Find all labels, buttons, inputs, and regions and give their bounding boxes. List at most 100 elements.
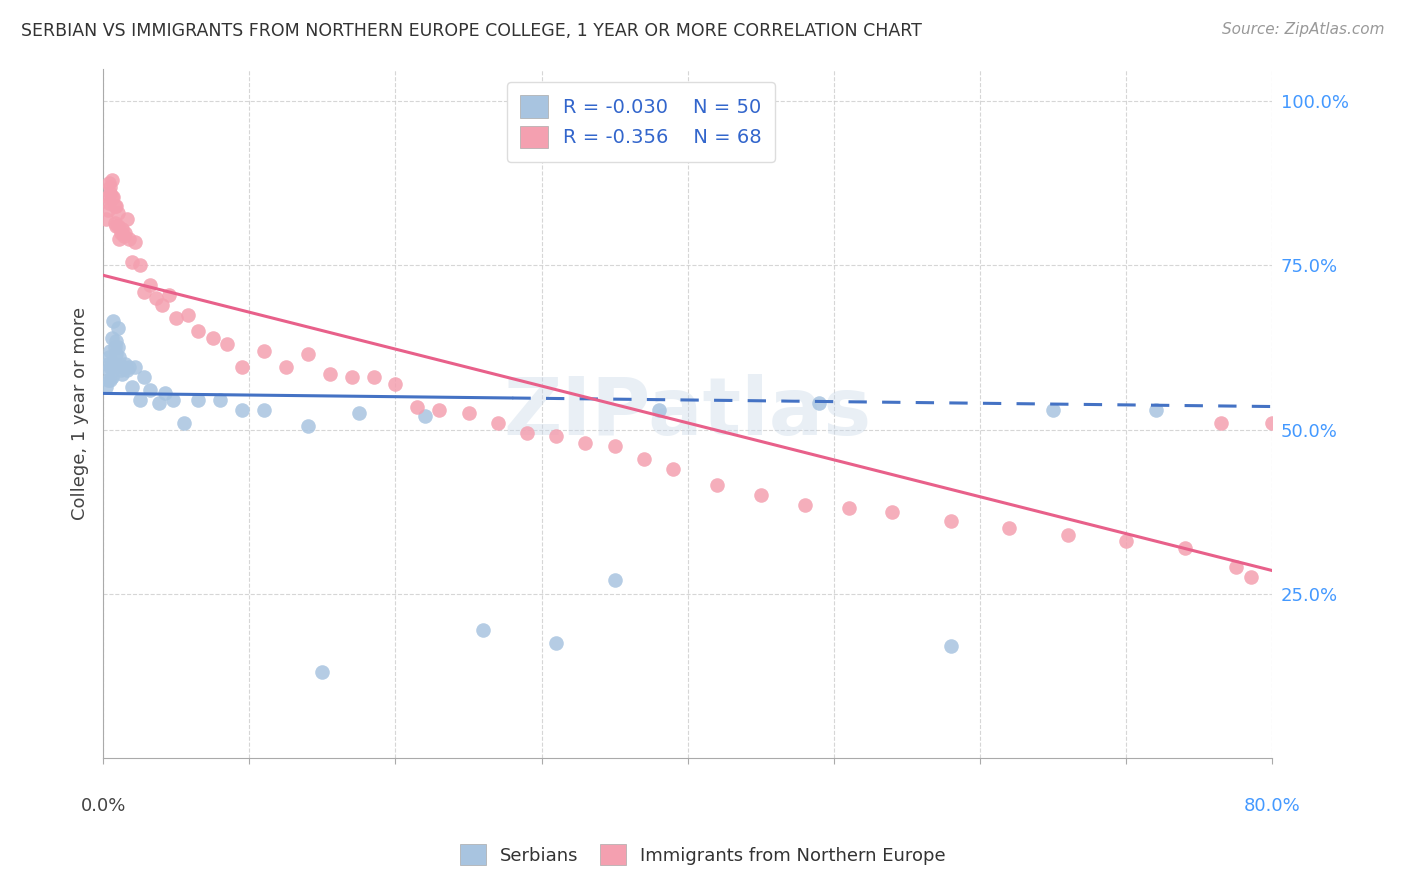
- Point: [108, 232, 131, 246]
- Point: [516, 425, 538, 440]
- Point: [105, 219, 128, 233]
- Y-axis label: College, 1 year or more: College, 1 year or more: [72, 307, 89, 520]
- Point: [104, 199, 127, 213]
- Point: [100, 179, 122, 194]
- Point: [603, 574, 626, 588]
- Point: [546, 429, 568, 443]
- Point: [94, 212, 117, 227]
- Point: [107, 219, 129, 233]
- Point: [808, 396, 831, 410]
- Point: [311, 665, 333, 680]
- Point: [132, 370, 155, 384]
- Point: [101, 189, 124, 203]
- Point: [145, 291, 167, 305]
- Point: [110, 226, 132, 240]
- Point: [662, 462, 685, 476]
- Point: [103, 314, 125, 328]
- Point: [132, 285, 155, 299]
- Point: [101, 173, 124, 187]
- Point: [128, 259, 150, 273]
- Point: [177, 308, 200, 322]
- Point: [793, 498, 815, 512]
- Point: [1056, 527, 1078, 541]
- Point: [100, 360, 122, 375]
- Point: [114, 226, 136, 240]
- Point: [633, 452, 655, 467]
- Point: [486, 416, 509, 430]
- Point: [118, 360, 141, 375]
- Point: [121, 255, 143, 269]
- Point: [187, 324, 209, 338]
- Text: 0.0%: 0.0%: [80, 797, 125, 814]
- Point: [139, 383, 162, 397]
- Point: [165, 310, 187, 325]
- Point: [603, 439, 626, 453]
- Text: Source: ZipAtlas.com: Source: ZipAtlas.com: [1222, 22, 1385, 37]
- Point: [1042, 402, 1064, 417]
- Point: [148, 396, 170, 410]
- Point: [427, 402, 450, 417]
- Legend: Serbians, Immigrants from Northern Europe: Serbians, Immigrants from Northern Europ…: [451, 835, 955, 874]
- Point: [201, 330, 224, 344]
- Point: [111, 222, 134, 236]
- Point: [406, 400, 429, 414]
- Point: [413, 409, 436, 424]
- Point: [101, 370, 124, 384]
- Point: [1115, 534, 1137, 549]
- Point: [105, 347, 128, 361]
- Point: [107, 206, 129, 220]
- Point: [297, 347, 319, 361]
- Point: [104, 357, 127, 371]
- Point: [100, 373, 122, 387]
- Legend: R = -0.030    N = 50, R = -0.356    N = 68: R = -0.030 N = 50, R = -0.356 N = 68: [506, 82, 775, 161]
- Point: [1144, 402, 1167, 417]
- Point: [104, 341, 127, 355]
- Point: [1261, 416, 1284, 430]
- Point: [347, 406, 370, 420]
- Point: [706, 478, 728, 492]
- Point: [574, 435, 596, 450]
- Point: [297, 419, 319, 434]
- Point: [111, 367, 134, 381]
- Point: [118, 232, 141, 246]
- Point: [96, 357, 118, 371]
- Point: [121, 380, 143, 394]
- Point: [274, 360, 297, 375]
- Point: [107, 341, 129, 355]
- Point: [98, 196, 121, 211]
- Point: [231, 402, 253, 417]
- Point: [647, 402, 669, 417]
- Point: [150, 298, 173, 312]
- Point: [103, 189, 125, 203]
- Point: [94, 380, 117, 394]
- Point: [162, 392, 184, 407]
- Point: [96, 373, 118, 387]
- Point: [939, 639, 962, 653]
- Text: SERBIAN VS IMMIGRANTS FROM NORTHERN EUROPE COLLEGE, 1 YEAR OR MORE CORRELATION C: SERBIAN VS IMMIGRANTS FROM NORTHERN EURO…: [21, 22, 922, 40]
- Point: [139, 278, 162, 293]
- Point: [457, 406, 479, 420]
- Point: [157, 288, 180, 302]
- Point: [253, 343, 276, 358]
- Text: 80.0%: 80.0%: [1244, 797, 1301, 814]
- Point: [112, 228, 135, 243]
- Point: [96, 202, 118, 217]
- Point: [882, 504, 904, 518]
- Point: [124, 360, 146, 375]
- Point: [838, 501, 860, 516]
- Point: [153, 386, 176, 401]
- Point: [363, 370, 385, 384]
- Point: [104, 216, 127, 230]
- Point: [101, 330, 124, 344]
- Point: [98, 363, 121, 377]
- Point: [384, 376, 406, 391]
- Point: [100, 186, 122, 201]
- Point: [340, 370, 363, 384]
- Point: [231, 360, 253, 375]
- Point: [110, 363, 132, 377]
- Point: [187, 392, 209, 407]
- Point: [546, 636, 568, 650]
- Point: [472, 623, 495, 637]
- Point: [939, 515, 962, 529]
- Point: [128, 392, 150, 407]
